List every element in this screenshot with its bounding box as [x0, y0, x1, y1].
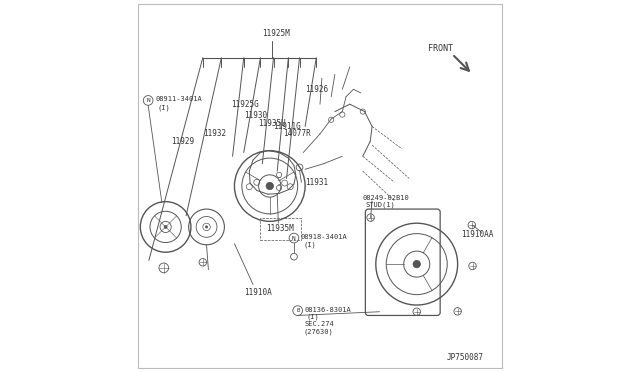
Text: 11935M: 11935M [266, 224, 294, 233]
Text: 08918-3401A: 08918-3401A [301, 234, 348, 240]
Text: 11926: 11926 [305, 85, 328, 94]
Text: STUD(1): STUD(1) [365, 201, 395, 208]
Text: 11932: 11932 [203, 129, 226, 138]
Text: JP750087: JP750087 [447, 353, 483, 362]
Circle shape [413, 260, 420, 268]
Text: (27630): (27630) [303, 328, 333, 335]
Text: 08249-02B10: 08249-02B10 [362, 195, 409, 201]
Text: N: N [292, 235, 296, 241]
Text: 11929: 11929 [172, 137, 195, 146]
Circle shape [205, 226, 207, 228]
Text: N: N [147, 98, 150, 103]
Text: 11910AA: 11910AA [461, 230, 493, 239]
Circle shape [164, 225, 167, 228]
Text: (I): (I) [303, 241, 316, 248]
Text: 11925M: 11925M [262, 29, 290, 38]
Text: 11935U: 11935U [258, 119, 285, 128]
Text: FRONT: FRONT [428, 44, 453, 53]
Text: 08911-3401A: 08911-3401A [156, 96, 202, 102]
Text: 11930: 11930 [244, 111, 267, 120]
Text: 11931: 11931 [305, 178, 328, 187]
Circle shape [266, 182, 273, 190]
Text: 11911G: 11911G [273, 122, 301, 131]
Text: SEC.274: SEC.274 [305, 321, 334, 327]
Text: 08136-8301A: 08136-8301A [305, 307, 351, 312]
Text: (I): (I) [157, 105, 170, 111]
Text: B: B [296, 308, 300, 313]
Text: 11910A: 11910A [244, 288, 271, 296]
Text: 14077R: 14077R [283, 129, 310, 138]
Text: 11925G: 11925G [232, 100, 259, 109]
Text: (I): (I) [307, 314, 320, 320]
